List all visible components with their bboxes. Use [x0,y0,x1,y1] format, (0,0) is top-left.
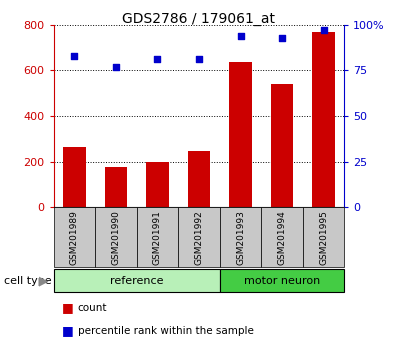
Bar [54,207,95,267]
Bar [303,207,344,267]
Text: ■: ■ [62,302,74,314]
Point [71,53,78,59]
Bar [137,207,178,267]
Bar [220,207,261,267]
Text: GSM201990: GSM201990 [111,210,121,265]
Text: reference: reference [110,275,164,286]
Point [279,35,285,40]
Text: GSM201992: GSM201992 [195,210,203,264]
Bar [187,150,211,207]
Bar [220,269,344,292]
Text: percentile rank within the sample: percentile rank within the sample [78,326,254,336]
Text: GSM201994: GSM201994 [277,210,287,264]
Bar [178,207,220,267]
Text: ▶: ▶ [39,274,49,287]
Bar [146,161,169,207]
Bar [271,84,293,207]
Point [113,64,119,69]
Text: GDS2786 / 179061_at: GDS2786 / 179061_at [123,12,275,27]
Point [154,57,161,62]
Bar [312,32,335,207]
Text: GSM201989: GSM201989 [70,210,79,265]
Point [196,57,202,62]
Bar [229,62,252,207]
Bar [63,147,86,207]
Bar [54,269,220,292]
Text: cell type: cell type [4,275,52,286]
Bar [261,207,303,267]
Text: motor neuron: motor neuron [244,275,320,286]
Point [320,27,327,33]
Text: count: count [78,303,107,313]
Text: GSM201991: GSM201991 [153,210,162,265]
Text: ■: ■ [62,325,74,337]
Text: GSM201995: GSM201995 [319,210,328,265]
Point [237,33,244,39]
Bar [105,166,127,207]
Text: GSM201993: GSM201993 [236,210,245,265]
Bar [95,207,137,267]
